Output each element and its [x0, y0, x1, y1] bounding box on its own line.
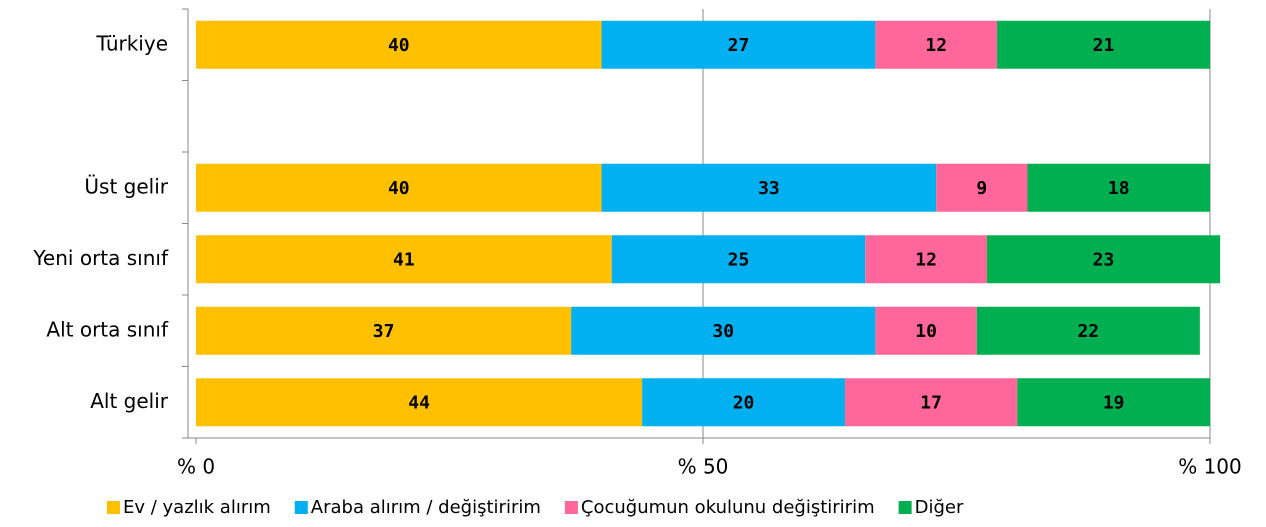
x-tick-label: % 50: [678, 455, 729, 479]
legend-swatch: [564, 501, 578, 514]
x-tick-label: % 0: [177, 455, 215, 479]
data-label: 9: [976, 178, 987, 199]
category-label: Üst gelir: [84, 174, 168, 198]
bar-segment: [875, 20, 998, 69]
data-label: 12: [925, 35, 947, 56]
legend-swatch: [107, 501, 120, 514]
legend-label: Ev / yazlık alırım: [123, 497, 271, 518]
data-label: 30: [712, 321, 734, 342]
data-label: 12: [915, 249, 937, 270]
legend-label: Çocuğumun okulunu değiştiririm: [581, 497, 875, 518]
data-label: 21: [1093, 35, 1115, 56]
bar-segment: [196, 235, 612, 284]
bar-segment: [611, 235, 866, 284]
data-label: 23: [1093, 249, 1115, 270]
data-label: 41: [393, 249, 415, 270]
bar-segment: [997, 20, 1210, 69]
data-label: 33: [758, 178, 780, 199]
data-label: 40: [388, 178, 410, 199]
bar-segment: [196, 378, 643, 427]
bar-segment: [196, 306, 572, 355]
legend-label: Diğer: [915, 497, 964, 518]
bar-segment: [642, 378, 845, 427]
data-label: 17: [920, 392, 942, 413]
data-label: 44: [408, 392, 430, 413]
bar-segment: [844, 378, 1018, 427]
x-tick-label: % 100: [1178, 455, 1242, 479]
legend-label: Araba alırım / değiştiririm: [311, 497, 541, 518]
data-label: 18: [1108, 178, 1130, 199]
data-label: 10: [915, 321, 937, 342]
bar-segment: [986, 235, 1221, 284]
bar-segment: [936, 163, 1028, 212]
bar-segment: [875, 306, 977, 355]
bar-segment: [865, 235, 987, 284]
legend-swatch: [898, 501, 912, 514]
bar-segment: [1027, 163, 1210, 212]
category-label: Alt orta sınıf: [46, 317, 169, 341]
data-label: 20: [733, 392, 755, 413]
bar-segment: [976, 306, 1200, 355]
bar-segment: [1017, 378, 1210, 427]
bar-segment: [196, 20, 602, 69]
data-label: 37: [373, 321, 395, 342]
bar-segment: [601, 20, 876, 69]
bar-segment: [196, 163, 602, 212]
bar-segment: [601, 163, 937, 212]
data-label: 22: [1077, 321, 1099, 342]
data-label: 25: [728, 249, 750, 270]
category-label: Türkiye: [95, 31, 168, 55]
data-label: 27: [728, 35, 750, 56]
data-label: 19: [1103, 392, 1125, 413]
legend-swatch: [294, 501, 308, 514]
category-label: Alt gelir: [90, 389, 169, 413]
data-label: 40: [388, 35, 410, 56]
category-label: Yeni orta sınıf: [32, 246, 169, 270]
bar-segment: [571, 306, 876, 355]
